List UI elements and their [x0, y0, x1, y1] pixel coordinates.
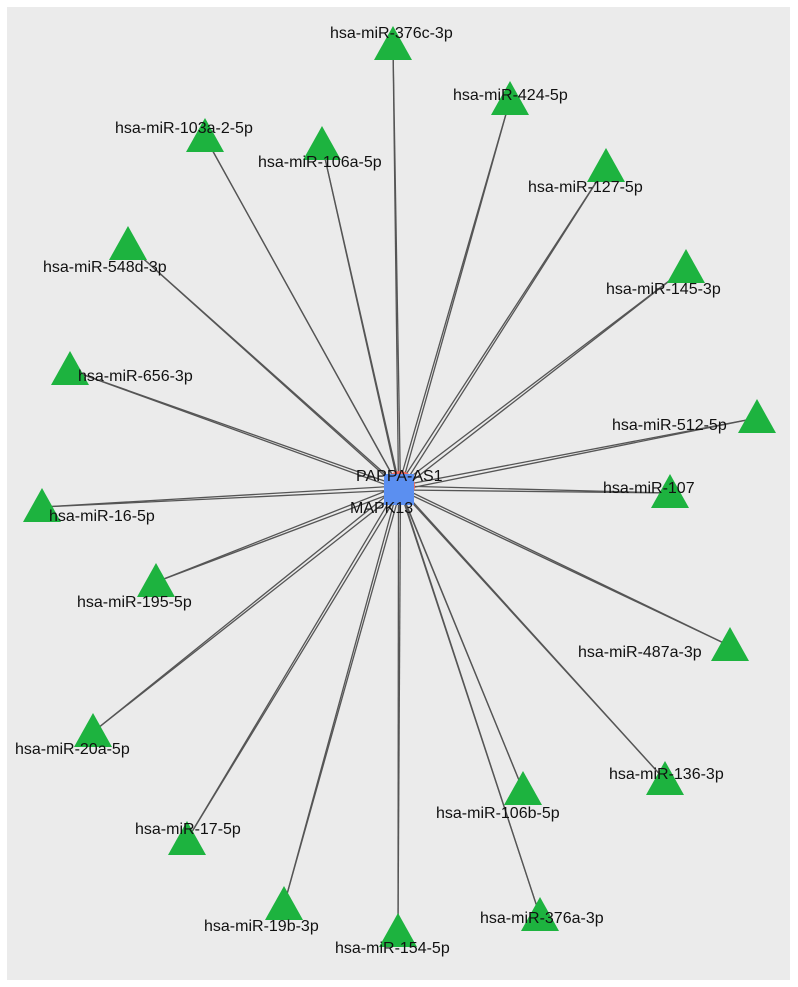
edge-to-mrna [392, 44, 402, 491]
edge-to-mrna [400, 489, 666, 781]
edge-to-mrna [397, 489, 402, 933]
edge-to-mrna [41, 489, 401, 508]
mirna-label: hsa-miR-20a-5p [15, 741, 130, 758]
mirna-node[interactable] [109, 226, 147, 260]
mirna-label: hsa-miR-103a-2-5p [115, 120, 253, 137]
mirna-label: hsa-miR-16-5p [49, 508, 155, 525]
mrna-label: MAPK13 [350, 500, 413, 517]
mirna-node[interactable] [168, 821, 206, 855]
mirna-label: hsa-miR-145-3p [606, 281, 721, 298]
mirna-label: hsa-miR-656-3p [78, 368, 193, 385]
edge-to-lncrna [41, 485, 399, 508]
mirna-node[interactable] [651, 474, 689, 508]
mirna-node[interactable] [667, 249, 705, 283]
edge-to-mrna [399, 489, 524, 791]
mirna-node[interactable] [137, 563, 175, 597]
mrna-node[interactable] [384, 474, 414, 505]
mirna-node[interactable] [504, 771, 542, 805]
edge-to-mrna [400, 489, 671, 494]
mirna-label: hsa-miR-19b-3p [204, 918, 319, 935]
edge-to-lncrna [398, 485, 671, 494]
mirna-label: hsa-miR-548d-3p [43, 259, 167, 276]
mirna-label: hsa-miR-512-5p [612, 417, 727, 434]
mirna-node[interactable] [491, 81, 529, 115]
mirna-node[interactable] [646, 761, 684, 795]
mirna-node[interactable] [265, 886, 303, 920]
edge-to-mrna [92, 489, 401, 733]
edge-to-mrna [155, 489, 401, 583]
mirna-label: hsa-miR-17-5p [135, 821, 241, 838]
mirna-node[interactable] [521, 897, 559, 931]
mirna-node[interactable] [74, 713, 112, 747]
edge-to-mrna [400, 267, 687, 491]
edge-to-mrna [400, 489, 731, 647]
mirna-node[interactable] [587, 148, 625, 182]
edge-to-lncrna [155, 485, 399, 583]
edge-to-lncrna [398, 267, 687, 487]
edge-to-mrna [399, 99, 511, 491]
mirna-label: hsa-miR-127-5p [528, 179, 643, 196]
mirna-label: hsa-miR-106b-5p [436, 805, 560, 822]
edge-to-mrna [321, 144, 402, 491]
mirna-node[interactable] [23, 488, 61, 522]
mirna-label: hsa-miR-107 [603, 480, 695, 497]
mirna-node[interactable] [186, 118, 224, 152]
mirna-label: hsa-miR-376a-3p [480, 910, 604, 927]
edge-to-mrna [204, 136, 402, 491]
mirna-label: hsa-miR-136-3p [609, 766, 724, 783]
mirna-label: hsa-miR-195-5p [77, 594, 192, 611]
mirna-node[interactable] [379, 913, 417, 947]
edge-to-lncrna [92, 485, 399, 733]
mirna-label: hsa-miR-376c-3p [330, 25, 453, 42]
edge-to-mrna [400, 417, 758, 491]
mirna-label: hsa-miR-154-5p [335, 940, 450, 957]
edge-to-mrna [186, 489, 402, 841]
mirna-label: hsa-miR-106a-5p [258, 154, 382, 171]
edge-to-mrna [283, 489, 402, 906]
edge-to-mrna [399, 166, 607, 491]
mirna-node[interactable] [711, 627, 749, 661]
mirna-node[interactable] [51, 351, 89, 385]
mirna-node[interactable] [374, 26, 412, 60]
mirna-label: hsa-miR-487a-3p [578, 644, 702, 661]
edge-to-mrna [69, 369, 401, 491]
lncrna-label: PAPPA-AS1 [356, 468, 443, 485]
edge-to-mrna [399, 489, 541, 917]
mirna-node[interactable] [303, 126, 341, 160]
edge-to-lncrna [398, 417, 758, 487]
edge-to-mrna [127, 244, 401, 491]
mirna-node[interactable] [738, 399, 776, 433]
mirna-label: hsa-miR-424-5p [453, 87, 568, 104]
